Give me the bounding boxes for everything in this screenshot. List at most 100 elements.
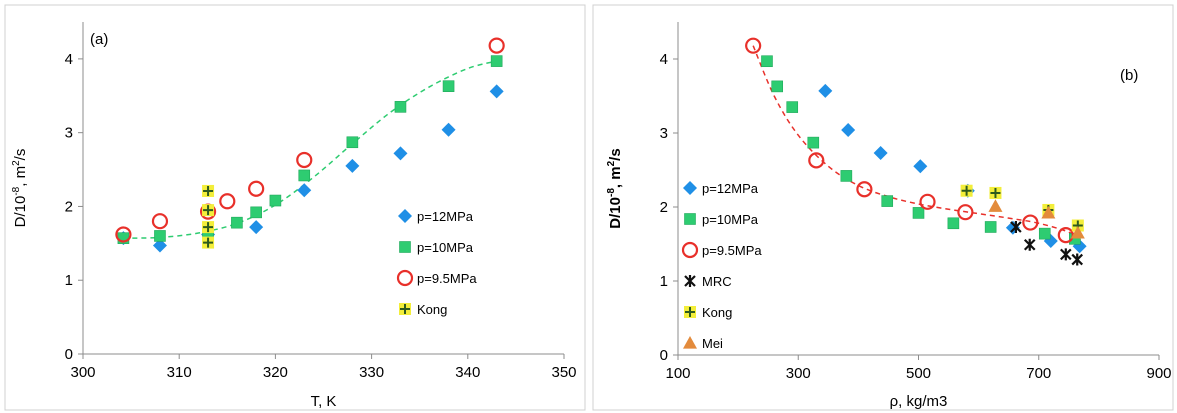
point-b-2-2 — [856, 181, 873, 198]
point-a-3-3-cross — [203, 237, 214, 248]
point-a-2-1 — [151, 213, 169, 230]
point-b-5-0 — [988, 199, 1003, 212]
chart-panel-a: (a) T, K D/10-8, m2/s 300 310 320 330 340 350… — [4, 4, 586, 411]
point-b-0-1 — [841, 123, 856, 138]
point-b-4-0 — [960, 184, 973, 197]
point-b-3-2 — [1060, 248, 1072, 261]
point-b-3-3 — [1071, 253, 1084, 266]
legend-marker-b-4 — [684, 306, 696, 318]
y-axis-label-b-tail: /s — [607, 148, 624, 161]
point-a-2-5 — [296, 151, 313, 169]
point-b-4-0-cross — [961, 185, 972, 196]
series-a-0 — [116, 84, 504, 253]
legend-marker-b-1 — [684, 213, 696, 225]
y-tick-label-b-3: 3 — [660, 125, 668, 142]
point-a-2-0 — [115, 226, 132, 243]
y-axis-label-b-base: D/10 — [607, 197, 624, 229]
point-b-1-7 — [947, 217, 960, 230]
legend-marker-a-3 — [399, 303, 411, 315]
x-tick-label-b-4: 900 — [1146, 365, 1171, 382]
y-axis-label-a-mid: , m — [12, 166, 29, 187]
point-b-2-5 — [1022, 214, 1039, 231]
x-tick-label-b-0: 100 — [665, 365, 690, 382]
legend-b: p=12MPa p=10MPa p=9.5MPa MRC Kong Mei — [681, 181, 762, 351]
x-tick-label-a-3: 330 — [359, 364, 384, 381]
point-b-1-6 — [912, 207, 925, 219]
legend-marker-b-5 — [683, 336, 697, 349]
panel-label-a: (a) — [90, 31, 108, 48]
point-a-0-1 — [152, 238, 167, 253]
series-b-4 — [960, 184, 1084, 232]
point-a-0-8 — [489, 84, 504, 99]
point-b-3-0 — [1010, 220, 1022, 233]
point-a-0-6 — [393, 146, 408, 161]
legend-label-b-2: p=9.5MPa — [702, 243, 762, 258]
point-b-1-5 — [881, 195, 894, 207]
point-b-1-9 — [1038, 227, 1051, 240]
y-tick-label-a-4: 4 — [65, 51, 73, 68]
y-tick-label-a-2: 2 — [65, 198, 73, 215]
y-tick-label-b-2: 2 — [660, 199, 668, 216]
y-axis-label-b: D/10-8, m2/s — [606, 148, 624, 228]
fit-curve-b — [752, 45, 1082, 241]
y-axis-label-b-exp1: -8 — [606, 188, 617, 197]
point-a-1-3 — [231, 216, 243, 229]
point-b-5-1 — [1041, 205, 1056, 219]
point-a-2-3 — [219, 193, 236, 210]
point-b-2-1 — [808, 152, 825, 169]
y-tick-label-a-3: 3 — [65, 125, 73, 142]
point-a-0-5 — [345, 158, 360, 173]
y-axis-label-a-exp2: 2 — [11, 160, 22, 166]
x-tick-label-b-2: 500 — [906, 365, 931, 382]
legend-label-b-0: p=12MPa — [702, 181, 759, 196]
x-tick-label-a-1: 310 — [167, 364, 192, 381]
legend-label-a-3: Kong — [417, 302, 447, 317]
point-b-0-3 — [913, 159, 928, 174]
point-a-3-3 — [202, 236, 215, 249]
y-axis-label-b-exp2: 2 — [606, 160, 617, 166]
y-axis-label-a-tail: /s — [12, 149, 29, 161]
x-tick-label-a-4: 340 — [455, 364, 480, 381]
point-b-1-1 — [771, 80, 784, 93]
y-axis-label-a-base: D/10 — [12, 196, 29, 228]
fit-curve-a — [123, 60, 497, 239]
point-a-3-0 — [202, 184, 215, 197]
point-a-1-6 — [298, 169, 311, 182]
legend-label-a-2: p=9.5MPa — [417, 271, 477, 286]
point-a-3-0-cross — [203, 185, 214, 196]
x-tick-label-a-5: 350 — [551, 364, 576, 381]
point-a-1-5 — [269, 194, 282, 207]
series-b-1 — [761, 55, 1081, 245]
legend-marker-a-3-cross — [400, 304, 410, 314]
point-b-0-2 — [873, 145, 888, 160]
point-b-1-0 — [761, 55, 773, 68]
point-b-0-0 — [818, 83, 833, 98]
point-a-1-10 — [490, 55, 503, 67]
legend-label-b-5: Mei — [702, 336, 723, 351]
point-a-1-4 — [250, 206, 262, 219]
point-b-2-0 — [745, 37, 762, 54]
legend-marker-a-2 — [396, 269, 414, 287]
point-a-2-4 — [248, 180, 265, 197]
legend-marker-a-0 — [398, 209, 412, 223]
series-a-2 — [115, 37, 505, 243]
point-a-3-1 — [202, 204, 215, 217]
point-a-2-6 — [488, 37, 505, 54]
legend-label-b-3: MRC — [702, 274, 732, 289]
y-tick-label-b-1: 1 — [660, 273, 668, 290]
legend-a: p=12MPa p=10MPa p=9.5MPa Kong — [396, 209, 477, 317]
point-a-1-7 — [346, 136, 359, 149]
point-a-0-7 — [441, 122, 456, 137]
point-a-1-9 — [442, 80, 455, 92]
legend-marker-b-2 — [681, 241, 699, 259]
y-tick-label-b-4: 4 — [660, 51, 668, 68]
chart-panel-b: (b) ρ, kg/m3 D/10-8, m2/s 100 300 500 700 90… — [592, 4, 1174, 411]
panel-label-b: (b) — [1120, 67, 1138, 84]
x-tick-label-b-3: 700 — [1026, 365, 1051, 382]
x-axis-label-a: T, K — [311, 393, 337, 410]
point-a-3-2-cross — [203, 222, 214, 233]
point-b-1-4 — [840, 170, 853, 182]
point-b-1-2 — [786, 101, 799, 113]
legend-marker-b-4-cross — [685, 307, 695, 317]
